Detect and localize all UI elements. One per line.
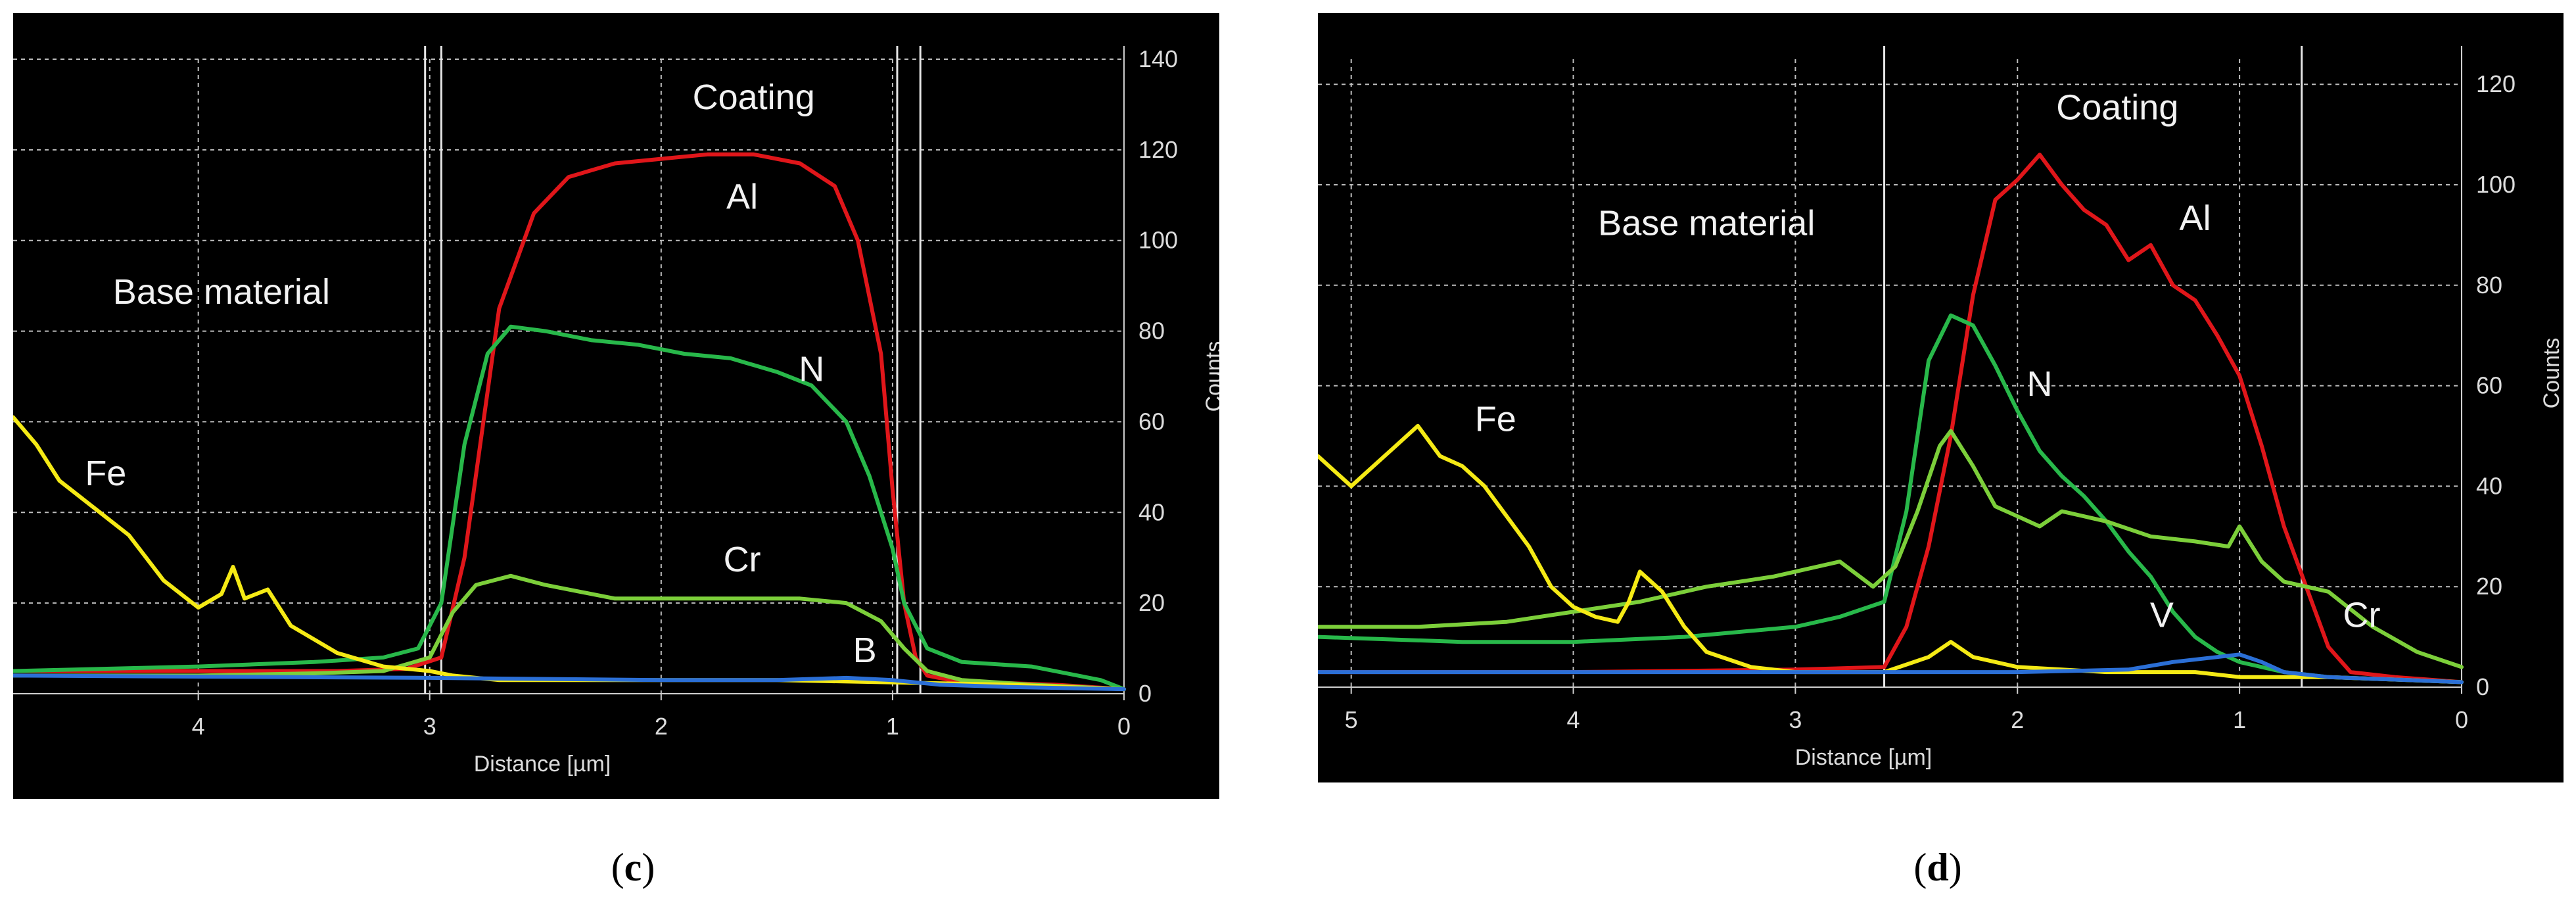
series-line-v [1318,652,2464,685]
y-axis-label: Counts [2539,338,2564,409]
x-tick-label: 4 [192,713,205,740]
y-tick-label: 80 [1138,318,1165,345]
chart-c: 0 20 40 60 80 100 120 140 4 3 2 1 0 Distance [µm] Coun… [13,45,1219,777]
y-tick-label: 140 [1138,45,1178,72]
caption-c-label: c [624,846,642,889]
annotation-cr: Cr [724,540,761,579]
caption-d: (d) [1913,846,1962,889]
y-tick-label: 0 [1138,680,1152,707]
y-tick-label: 60 [2476,372,2502,399]
series-line-n [13,324,1126,692]
y-tick-label: 100 [2476,171,2516,198]
y-tick-label: 120 [2476,70,2516,97]
annotation-b: B [853,631,877,670]
chart-panel-c: 0 20 40 60 80 100 120 140 4 3 2 1 0 Distance [µm] Coun… [13,13,1219,799]
series-line-cr [1318,429,2464,669]
x-axis-label: Distance [µm] [474,752,611,777]
x-tick-label: 2 [655,713,668,740]
y-tick-label: 80 [2476,272,2502,299]
chart-d: 0 20 40 60 80 100 120 5 4 3 2 1 0 Distance [µm] Counts… [1318,46,2564,770]
y-tick-label: 40 [2476,472,2502,499]
annotation-n: N [799,349,824,389]
annotation-v: V [2150,595,2174,635]
y-tick-label: 60 [1138,408,1165,435]
y-tick-label: 0 [2476,673,2489,700]
series-line-cr [13,573,1126,692]
x-tick-label: 4 [1567,706,1580,733]
x-tick-label: 3 [1789,706,1802,733]
x-tick-label: 5 [1345,706,1358,733]
annotation-n: N [2027,364,2053,404]
series-line-fe [13,415,1126,692]
series-line-n [1318,313,2464,685]
y-tick-label: 20 [1138,589,1165,616]
y-tick-label: 100 [1138,227,1178,254]
x-tick-label: 0 [2455,706,2468,733]
y-tick-label: 20 [2476,573,2502,600]
caption-d-label: d [1927,846,1949,889]
x-tick-label: 2 [2011,706,2024,733]
chart-panel-d: 0 20 40 60 80 100 120 5 4 3 2 1 0 Distance [µm] Counts… [1318,13,2564,782]
x-tick-label: 1 [2233,706,2246,733]
x-tick-label: 0 [1117,713,1131,740]
annotation-fe: Fe [85,454,126,493]
x-tick-label: 1 [886,713,899,740]
series-line-al [1318,153,2464,685]
y-tick-label: 120 [1138,136,1178,163]
annotation-base-material: Base material [1598,203,1815,243]
annotation-base-material: Base material [113,272,330,312]
annotation-cr: Cr [2343,595,2380,635]
annotation-al: Al [2180,199,2211,238]
annotation-fe: Fe [1475,399,1516,439]
series-line-al [13,152,1126,692]
y-axis-label: Counts [1202,341,1219,412]
series-line-b [13,673,1126,692]
annotation-coating: Coating [693,78,815,117]
x-axis-label: Distance [µm] [1795,745,1932,770]
annotation-coating: Coating [2056,88,2178,128]
y-tick-label: 40 [1138,498,1165,525]
x-tick-label: 3 [423,713,436,740]
annotation-al: Al [726,177,758,216]
caption-c: (c) [611,846,655,889]
